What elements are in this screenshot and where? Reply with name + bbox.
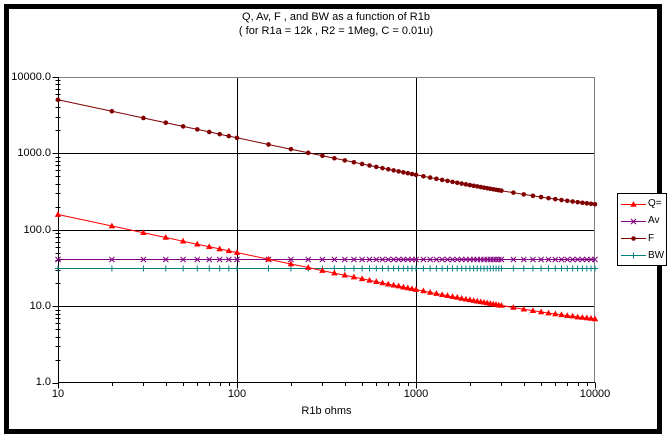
x-axis-tick-label-10: 10 (51, 388, 65, 400)
legend-label-bw: BW (648, 249, 665, 261)
x-axis-tick-label-100: 100 (227, 388, 247, 400)
y-axis-tick-label-10000: 10000.0 (11, 71, 51, 83)
legend: Q= Av F BW (617, 193, 667, 266)
q-series-marker-icon (621, 200, 646, 207)
bw-series-marker-icon (621, 252, 646, 259)
legend-label-av: Av (648, 215, 660, 227)
f-series-marker-icon (621, 236, 646, 241)
y-axis-tick-label-10: 10.0 (29, 300, 51, 312)
legend-label-q: Q= (648, 198, 662, 210)
chart-subtitle: ( for R1a = 12k , R2 = 1Meg, C = 0.01u) (238, 25, 434, 37)
x-axis-tick-label-10000: 10000 (579, 388, 611, 400)
chart-title: Q, Av, F , and BW as a function of R1b (242, 11, 430, 23)
y-axis-tick-label-1: 1.0 (35, 376, 51, 388)
x-axis-tick-label-1000: 1000 (403, 388, 429, 400)
legend-label-f: F (648, 232, 655, 244)
av-series-marker-icon (621, 218, 646, 225)
legend-entry-f: F (620, 230, 666, 247)
x-axis-title: R1b ohms (301, 405, 352, 417)
legend-entry-q: Q= (620, 195, 666, 212)
y-axis-tick-label-100: 100.0 (23, 224, 51, 236)
legend-entry-bw: BW (620, 247, 666, 264)
legend-entry-av: Av (620, 212, 666, 229)
y-axis-tick-label-1000: 1000.0 (17, 147, 51, 159)
